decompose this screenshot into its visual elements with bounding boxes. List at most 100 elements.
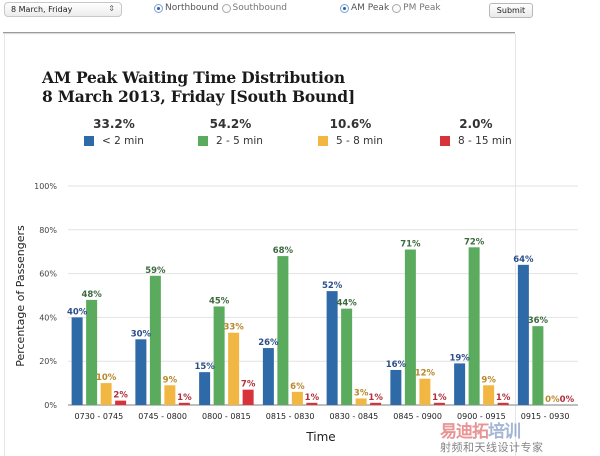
legend-swatch bbox=[440, 136, 450, 146]
legend-label: 5 - 8 min bbox=[336, 135, 383, 147]
bar-value-label: 2% bbox=[113, 391, 128, 401]
bar bbox=[341, 308, 353, 405]
bar-value-label: 9% bbox=[481, 375, 496, 385]
bar bbox=[291, 391, 303, 405]
x-axis-ticks: 0730 - 0745 0745 - 0800 0800 - 0815 0815 - … bbox=[75, 412, 570, 421]
radio-southbound[interactable]: Southbound bbox=[221, 3, 288, 13]
radio-selected-icon bbox=[340, 3, 349, 13]
bar bbox=[532, 326, 544, 405]
legend-item-8to15: 2.0% 8 - 15 min bbox=[440, 117, 512, 147]
radio-label: Southbound bbox=[232, 3, 288, 13]
bar-value-label: 44% bbox=[336, 299, 357, 309]
bar-value-label: 30% bbox=[131, 329, 152, 339]
watermark-text-red: 易迪拓 bbox=[440, 422, 489, 442]
bar-value-label: 26% bbox=[258, 338, 279, 348]
bar-value-label: 10% bbox=[96, 373, 117, 383]
legend-label: 2 - 5 min bbox=[216, 135, 263, 147]
bar-value-label: 12% bbox=[415, 369, 436, 379]
radio-unselected-icon bbox=[221, 3, 231, 13]
radio-northbound[interactable]: Northbound bbox=[154, 3, 219, 13]
x-tick-label: 0745 - 0800 bbox=[138, 412, 187, 421]
bar-value-label: 71% bbox=[400, 240, 421, 250]
y-axis-ticks: 0% 20% 40% 60% 80% 100% bbox=[34, 182, 57, 410]
x-tick-label: 0900 - 0915 bbox=[457, 412, 506, 421]
toolbar: 8 March, Friday ⇕ Northbound Southbound … bbox=[0, 0, 600, 22]
bar bbox=[433, 402, 445, 405]
bar bbox=[326, 291, 338, 405]
legend-total: 33.2% bbox=[93, 117, 135, 131]
bar-value-label: 1% bbox=[305, 393, 320, 403]
bar bbox=[100, 383, 112, 405]
bar bbox=[71, 317, 83, 405]
x-tick-label: 0730 - 0745 bbox=[75, 412, 124, 421]
radio-label: Northbound bbox=[165, 3, 219, 13]
legend-total: 54.2% bbox=[209, 117, 252, 131]
x-tick-label: 0815 - 0830 bbox=[266, 412, 315, 421]
bar bbox=[149, 275, 161, 405]
radio-unselected-icon bbox=[392, 3, 402, 13]
bar-value-label: 0% bbox=[545, 395, 560, 405]
submit-button[interactable]: Submit bbox=[489, 3, 533, 18]
legend-label: < 2 min bbox=[102, 135, 144, 147]
bar-value-label: 15% bbox=[194, 362, 215, 372]
bar bbox=[404, 249, 416, 405]
legend-swatch bbox=[198, 136, 208, 146]
y-tick-label: 20% bbox=[39, 357, 57, 366]
watermark-tagline: 射频和天线设计专家 bbox=[440, 441, 544, 454]
x-tick-label: 0800 - 0815 bbox=[202, 412, 251, 421]
radio-selected-icon bbox=[154, 3, 163, 13]
chart-panel bbox=[4, 34, 516, 456]
x-tick-label: 0830 - 0845 bbox=[330, 412, 379, 421]
date-select[interactable]: 8 March, Friday ⇕ bbox=[4, 2, 122, 17]
bar-value-label: 64% bbox=[513, 255, 534, 265]
bar-value-label: 1% bbox=[432, 393, 447, 403]
bar bbox=[199, 372, 211, 405]
radio-label: AM Peak bbox=[351, 3, 390, 13]
chart-title-block: AM Peak Waiting Time Distribution 8 Marc… bbox=[42, 68, 355, 106]
legend-swatch bbox=[84, 136, 94, 146]
legend-item-lt2: 33.2% < 2 min bbox=[84, 117, 144, 147]
x-tick-label: 0845 - 0900 bbox=[393, 412, 442, 421]
watermark-logo: 易迪拓培训 bbox=[440, 422, 521, 442]
bar bbox=[419, 378, 431, 405]
date-select-value: 8 March, Friday bbox=[11, 5, 73, 14]
bar bbox=[306, 402, 318, 405]
radio-pm-peak[interactable]: PM Peak bbox=[392, 3, 441, 13]
chart-subtitle: 8 March 2013, Friday [South Bound] bbox=[42, 87, 355, 106]
direction-radio-group: Northbound Southbound bbox=[154, 3, 290, 13]
bar bbox=[355, 398, 367, 405]
bar bbox=[390, 369, 402, 405]
legend-label: 8 - 15 min bbox=[458, 135, 512, 147]
legend-total: 2.0% bbox=[459, 117, 493, 131]
y-tick-label: 60% bbox=[39, 270, 57, 279]
bar-value-label: 48% bbox=[81, 290, 102, 300]
bar bbox=[242, 389, 254, 405]
bar-value-label: 0% bbox=[560, 395, 575, 405]
bar bbox=[468, 247, 480, 405]
legend-total: 10.6% bbox=[329, 117, 372, 131]
bar bbox=[178, 402, 190, 405]
bar bbox=[370, 402, 382, 405]
watermark-text-blue: 培训 bbox=[488, 422, 521, 442]
bar-value-label: 45% bbox=[209, 296, 230, 306]
bar bbox=[86, 299, 98, 405]
divider bbox=[3, 32, 515, 33]
bar-value-label: 59% bbox=[145, 266, 166, 276]
y-tick-label: 80% bbox=[39, 226, 57, 235]
bar bbox=[483, 385, 495, 405]
bar bbox=[135, 339, 147, 405]
bar-value-label: 72% bbox=[464, 237, 485, 247]
bar-value-label: 1% bbox=[496, 393, 511, 403]
bar-value-label: 3% bbox=[354, 388, 369, 398]
bars bbox=[71, 247, 544, 405]
x-axis-label: Time bbox=[305, 430, 335, 444]
select-arrows-icon: ⇕ bbox=[108, 4, 115, 13]
bar bbox=[228, 332, 240, 405]
bar bbox=[517, 264, 529, 405]
bar-value-label: 1% bbox=[177, 393, 192, 403]
bar-value-label: 68% bbox=[273, 246, 294, 256]
bar-value-label: 36% bbox=[528, 316, 549, 326]
y-axis-label: Percentage of Passengers bbox=[14, 225, 27, 367]
radio-am-peak[interactable]: AM Peak bbox=[340, 3, 389, 13]
